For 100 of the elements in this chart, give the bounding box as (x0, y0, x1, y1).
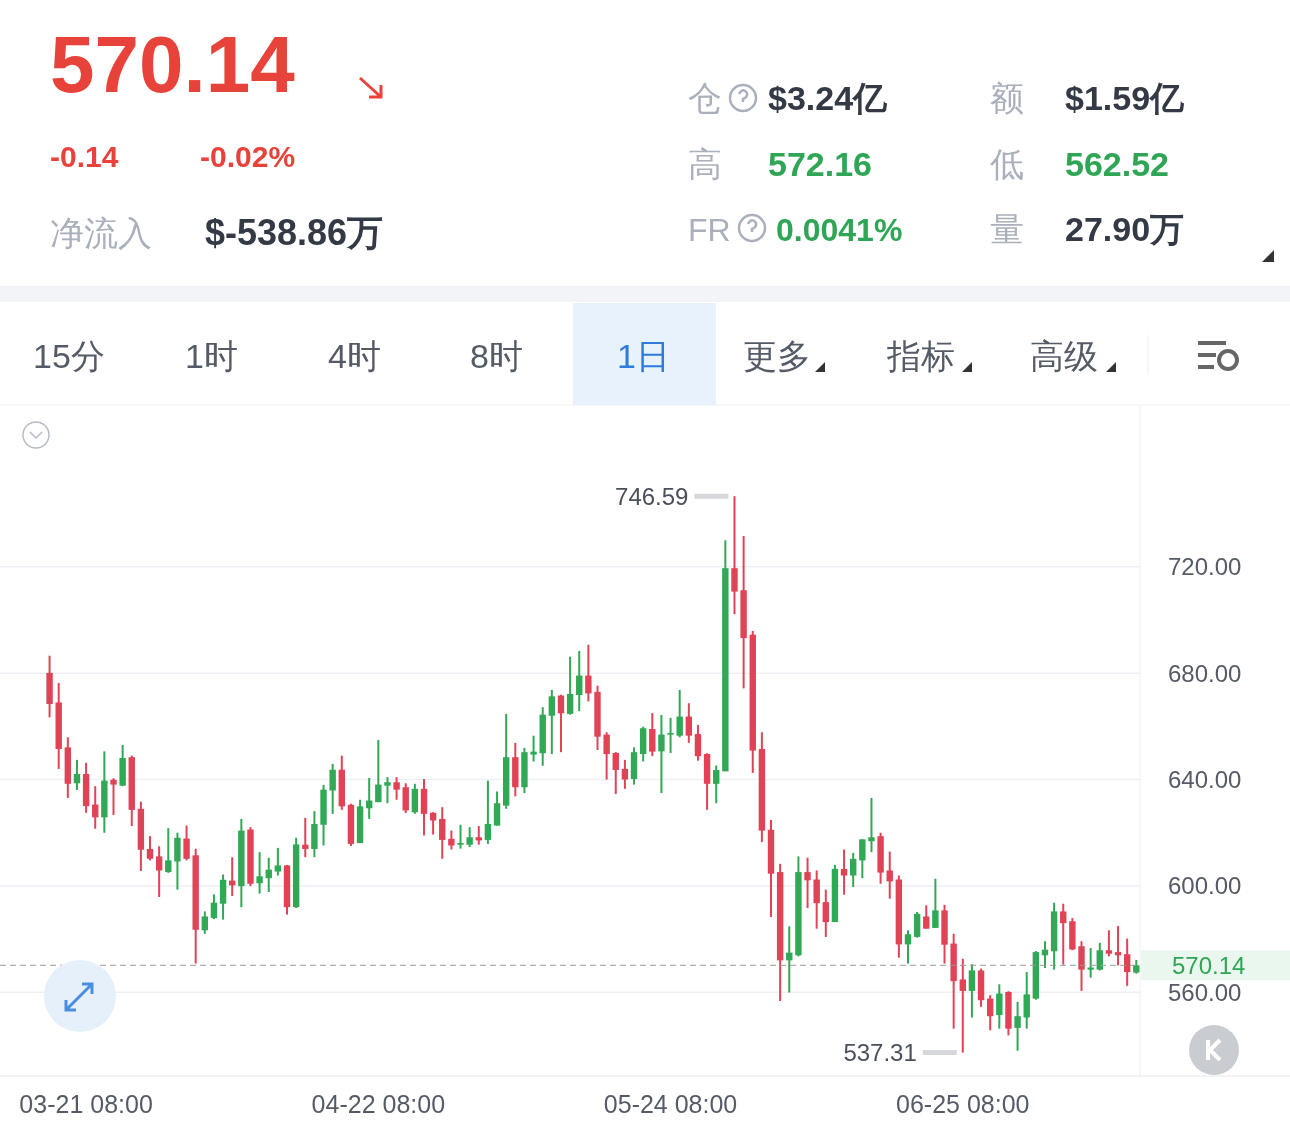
text: 572.16 (768, 145, 872, 183)
candlestick (274, 846, 282, 877)
text: 净流入 (50, 214, 152, 252)
candlestick (676, 688, 683, 739)
text: -0.14 (50, 140, 119, 173)
candlestick (375, 738, 382, 804)
candlestick (904, 929, 912, 965)
text: 更多 (743, 337, 811, 375)
candlestick (566, 655, 574, 716)
candlestick (621, 758, 629, 790)
candlestick (1087, 947, 1094, 979)
candlestick (256, 851, 263, 895)
text: 4时 (328, 337, 381, 375)
text: 指标 (886, 337, 955, 375)
candlestick (1014, 1000, 1021, 1052)
candlestick (1096, 941, 1103, 972)
candlestick (73, 758, 81, 791)
text: 仓 (688, 79, 722, 117)
candlestick (493, 790, 501, 827)
text: $3.24亿 (768, 79, 889, 117)
candlestick (448, 829, 455, 851)
candlestick (1123, 937, 1131, 987)
candlestick (1023, 971, 1030, 1030)
candlestick (685, 702, 693, 744)
candlestick (913, 910, 921, 939)
y-tick-label: 600.00 (1168, 872, 1242, 900)
candlestick (1105, 929, 1113, 958)
candlestick (402, 782, 409, 815)
annotation: 537.31 (843, 1039, 917, 1067)
candlestick (959, 957, 966, 1054)
candlestick (713, 764, 720, 805)
candlestick (484, 779, 492, 845)
candlestick (612, 751, 619, 795)
candlestick (155, 845, 163, 899)
text: 额 (990, 79, 1024, 117)
candlestick (210, 893, 218, 921)
candlestick (840, 848, 848, 896)
candlestick (165, 827, 172, 874)
candlestick (576, 649, 583, 713)
candlestick (804, 856, 811, 909)
candlestick (329, 762, 336, 815)
text: 8时 (470, 337, 523, 375)
ref-line-label: 570.14 (1172, 951, 1246, 979)
candlestick (868, 796, 875, 854)
candlestick (859, 838, 866, 880)
candlestick (201, 910, 209, 935)
text: $1.59亿 (1065, 79, 1186, 117)
x-tick-label: 03-21 08:00 (19, 1090, 153, 1118)
candlestick (174, 831, 181, 891)
text: 高级 (1030, 337, 1098, 375)
text: 15分 (33, 337, 105, 375)
candlestick (585, 643, 592, 703)
chart-title: 570.14 (50, 20, 296, 109)
text: 27.90万 (1065, 210, 1185, 248)
candlestick (667, 716, 674, 754)
candlestick (813, 869, 820, 930)
y-tick-label: 720.00 (1168, 553, 1242, 581)
candlestick (996, 983, 1003, 1030)
candlestick (1078, 940, 1085, 992)
candlestick (411, 782, 419, 815)
candlestick (731, 495, 738, 616)
candlestick (457, 823, 464, 850)
candlestick (384, 776, 391, 805)
y-tick-label: 640.00 (1168, 766, 1242, 794)
x-tick-label: 05-24 08:00 (603, 1090, 738, 1118)
candlestick (886, 850, 893, 900)
x-tick-label: 04-22 08:00 (311, 1090, 446, 1118)
text: FR (688, 212, 731, 248)
x-tick-label: 06-25 08:00 (896, 1090, 1030, 1118)
candlestick (923, 904, 930, 930)
candlestick (466, 826, 473, 849)
candlestick (1114, 925, 1122, 967)
text: -0.02% (200, 140, 296, 173)
candlestick (146, 835, 154, 862)
candlestick (219, 873, 227, 921)
candlestick (603, 731, 610, 781)
candlestick (822, 888, 830, 938)
candlestick (932, 877, 939, 929)
annotation: 746.59 (615, 482, 689, 510)
candlestick (850, 851, 857, 888)
candlestick (439, 806, 446, 860)
text: 低 (990, 145, 1024, 183)
text: 1日 (617, 337, 670, 375)
text: 0.0041% (776, 212, 903, 248)
candlestick (658, 713, 665, 795)
candlestick (548, 688, 556, 756)
text: $-538.86万 (205, 212, 384, 253)
text: 高 (688, 145, 722, 183)
candlestick (393, 776, 400, 801)
text: 量 (990, 210, 1024, 248)
text: 1时 (185, 337, 238, 375)
text: 562.52 (1065, 145, 1169, 183)
candlestick (1060, 902, 1067, 966)
candlestick (183, 824, 190, 862)
candlestick (986, 994, 994, 1032)
candlestick (530, 734, 537, 763)
y-tick-label: 560.00 (1168, 978, 1242, 1006)
candlestick (694, 724, 702, 762)
candlestick (475, 825, 482, 846)
y-tick-label: 680.00 (1168, 659, 1242, 687)
